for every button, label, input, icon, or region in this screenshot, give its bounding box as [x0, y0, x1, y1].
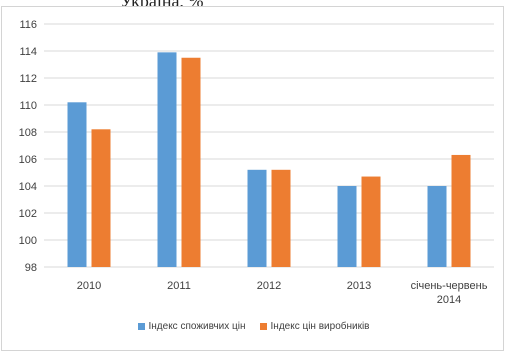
chart-legend: Індекс споживчих цін Індекс цін виробник… — [0, 318, 507, 334]
legend-item-producer: Індекс цін виробників — [259, 320, 370, 332]
y-tick-label-114: 114 — [19, 46, 37, 58]
bar-producer-4 — [451, 154, 471, 267]
legend-label-producer: Індекс цін виробників — [270, 320, 370, 332]
y-tick-label-104: 104 — [19, 181, 37, 193]
x-tick-label-4-1: 2014 — [437, 294, 461, 306]
legend-swatch-consumer — [137, 322, 145, 330]
legend-swatch-producer — [259, 322, 267, 330]
bar-producer-1 — [181, 57, 201, 267]
y-tick-label-100: 100 — [19, 235, 37, 247]
bar-consumer-3 — [337, 186, 357, 267]
bar-consumer-0 — [67, 102, 87, 267]
bar-consumer-1 — [157, 52, 177, 267]
y-tick-label-98: 98 — [25, 262, 37, 274]
y-tick-label-108: 108 — [19, 127, 37, 139]
y-tick-label-116: 116 — [19, 19, 37, 31]
bar-producer-3 — [361, 176, 381, 267]
x-tick-label-0-0: 2010 — [77, 280, 101, 292]
x-tick-label-1-0: 2011 — [167, 280, 191, 292]
bar-producer-2 — [271, 169, 291, 267]
legend-label-consumer: Індекс споживчих цін — [148, 320, 246, 332]
bar-consumer-4 — [427, 186, 447, 267]
clipped-header-text: Україна, % — [0, 0, 507, 12]
x-tick-label-4-0: січень-червень — [411, 280, 488, 292]
y-tick-label-110: 110 — [19, 100, 37, 112]
bar-producer-0 — [91, 129, 111, 267]
legend-item-consumer: Індекс споживчих цін — [137, 320, 246, 332]
y-tick-label-112: 112 — [19, 73, 37, 85]
y-tick-label-106: 106 — [19, 154, 37, 166]
x-tick-label-3-0: 2013 — [347, 280, 371, 292]
header-fragment: Україна, % — [120, 0, 204, 12]
bar-consumer-2 — [247, 169, 267, 267]
x-tick-label-2-0: 2012 — [257, 280, 281, 292]
y-tick-label-102: 102 — [19, 208, 37, 220]
